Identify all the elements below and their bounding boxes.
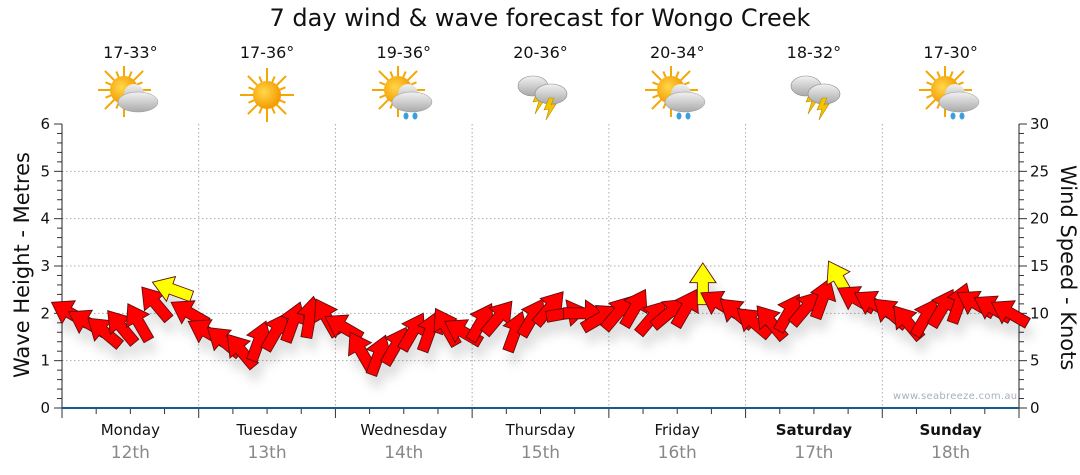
day-date: 17th (794, 443, 834, 463)
wind-arrow (226, 333, 259, 371)
y-tick-right: 0 (1030, 399, 1040, 417)
day-temp-range: 17-33° (103, 43, 158, 62)
wind-arrow (688, 262, 717, 306)
y-tick-left: 5 (40, 162, 50, 180)
day-date: 14th (384, 443, 424, 463)
weather-sun-icon (235, 66, 299, 124)
wind-arrow (670, 288, 699, 330)
y-tick-left: 1 (40, 352, 50, 370)
y-tick-right: 25 (1030, 162, 1049, 180)
wind-arrow (619, 288, 648, 330)
chart-title: 7 day wind & wave forecast for Wongo Cre… (269, 4, 811, 32)
watermark: www.seabreeze.com.au (893, 391, 1018, 402)
day-temp-range: 17-36° (239, 43, 295, 62)
y-tick-right: 15 (1030, 257, 1049, 275)
y-tick-left: 6 (40, 115, 50, 133)
day-date: 13th (247, 443, 287, 463)
y-tick-right: 20 (1030, 210, 1049, 228)
y-tick-left: 4 (40, 210, 50, 228)
day-name: Sunday (919, 421, 982, 439)
day-name: Friday (654, 421, 700, 439)
day-name: Wednesday (360, 421, 448, 439)
weather-sun-cloud-rain-icon (644, 63, 709, 124)
wind-arrow (151, 275, 195, 303)
y-tick-right: 10 (1030, 304, 1049, 322)
day-date: 15th (520, 443, 561, 463)
day-name: Monday (100, 421, 160, 439)
day-temp-range: 20-36° (513, 43, 568, 62)
wind-arrow (809, 277, 837, 321)
wind-arrow (125, 303, 155, 344)
day-date: 18th (931, 443, 971, 463)
y-tick-right: 5 (1030, 352, 1040, 370)
day-name: Tuesday (236, 421, 298, 439)
y-tick-left: 2 (40, 304, 50, 322)
day-temp-range: 17-30° (923, 43, 978, 62)
wind-arrow (756, 305, 789, 343)
day-name: Thursday (505, 421, 576, 439)
day-temp-range: 18-32° (786, 43, 842, 62)
wind-arrow (990, 300, 1031, 329)
weather-sun-cloud-rain-icon (370, 63, 436, 124)
weather-sun-cloud-icon (97, 63, 162, 124)
day-date: 12th (110, 443, 150, 463)
weather-sun-cloud-rain-icon (917, 63, 983, 124)
day-date: 16th (657, 443, 697, 463)
y-tick-left: 3 (40, 257, 50, 275)
y-tick-left: 0 (40, 399, 50, 417)
y-tick-right: 30 (1030, 115, 1049, 133)
day-temp-range: 20-34° (649, 43, 705, 62)
weather-storm-icon (509, 66, 573, 124)
day-name: Saturday (775, 421, 853, 439)
day-temp-range: 19-36° (376, 43, 432, 62)
weather-storm-icon (782, 66, 846, 124)
